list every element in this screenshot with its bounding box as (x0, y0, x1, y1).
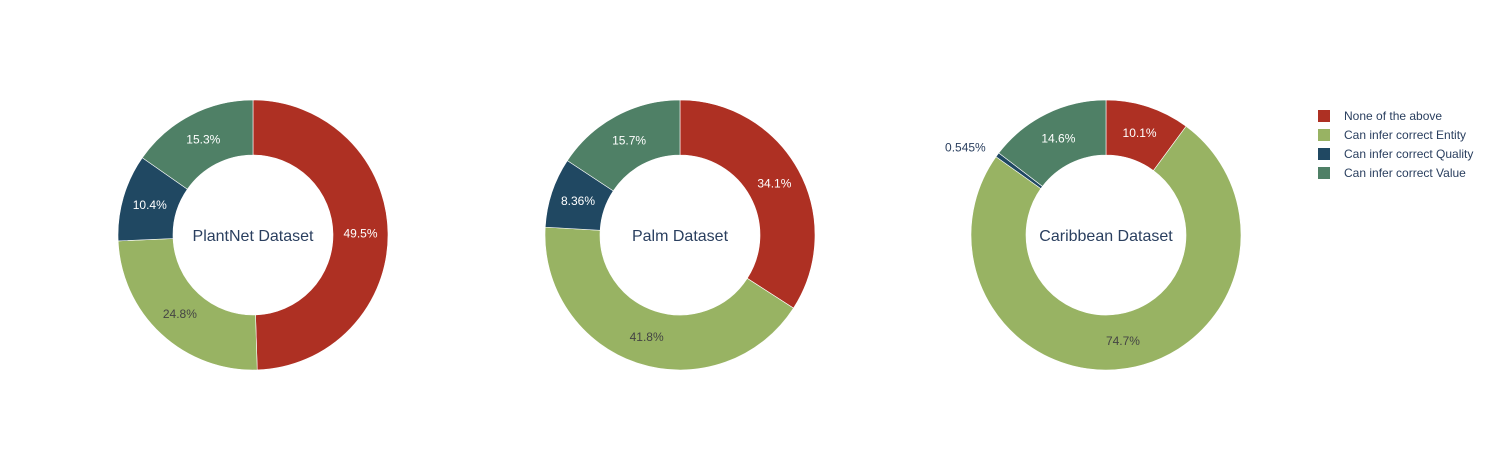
legend-swatch-none-of-the-above (1318, 109, 1330, 122)
legend-label-quality: Can infer correct Quality (1344, 146, 1474, 161)
legend-label-value: Can infer correct Value (1344, 165, 1466, 180)
slice-label-palm-none-of-the-above: 34.1% (757, 177, 791, 191)
slice-label-caribbean-value: 14.6% (1041, 132, 1075, 146)
legend-item-quality[interactable]: Can infer correct Quality (1318, 144, 1503, 163)
slice-label-caribbean-quality: 0.545% (945, 141, 986, 155)
slice-caribbean-value[interactable] (998, 99, 1107, 187)
slice-palm-none-of-the-above[interactable] (679, 99, 816, 309)
legend-swatch-value (1318, 166, 1330, 179)
center-label-palm: Palm Dataset (632, 228, 729, 245)
donut-plantnet: 49.5% 24.8% 10.4% 15.3% PlantNet Dataset (117, 99, 389, 371)
legend-swatch-entity (1318, 128, 1330, 141)
legend-swatch-quality (1318, 147, 1330, 160)
slice-palm-value[interactable] (566, 99, 681, 192)
slice-label-palm-entity: 41.8% (630, 330, 664, 344)
center-label-plantnet: PlantNet Dataset (193, 228, 315, 245)
legend: None of the above Can infer correct Enti… (1318, 106, 1503, 182)
legend-item-entity[interactable]: Can infer correct Entity (1318, 125, 1503, 144)
slice-label-plantnet-none-of-the-above: 49.5% (343, 226, 377, 240)
slice-label-caribbean-none-of-the-above: 10.1% (1123, 126, 1157, 140)
slice-label-caribbean-entity: 74.7% (1106, 334, 1140, 348)
donut-caribbean: 10.1% 74.7% 0.545% 14.6% Caribbean Dataset (945, 99, 1242, 371)
center-label-caribbean: Caribbean Dataset (1039, 228, 1173, 245)
slice-plantnet-value[interactable] (141, 99, 254, 190)
legend-item-value[interactable]: Can infer correct Value (1318, 163, 1503, 182)
slice-label-palm-quality: 8.36% (561, 194, 595, 208)
slice-label-palm-value: 15.7% (612, 133, 646, 147)
slice-plantnet-entity[interactable] (117, 238, 258, 371)
slice-label-plantnet-value: 15.3% (186, 133, 220, 147)
slice-label-plantnet-quality: 10.4% (133, 198, 167, 212)
legend-label-none-of-the-above: None of the above (1344, 108, 1443, 123)
slice-palm-entity[interactable] (544, 226, 794, 371)
legend-label-entity: Can infer correct Entity (1344, 127, 1467, 142)
legend-item-none-of-the-above[interactable]: None of the above (1318, 106, 1503, 125)
donut-palm: 34.1% 41.8% 8.36% 15.7% Palm Dataset (544, 99, 816, 371)
slice-label-plantnet-entity: 24.8% (163, 307, 197, 321)
slice-plantnet-none-of-the-above[interactable] (252, 99, 389, 371)
